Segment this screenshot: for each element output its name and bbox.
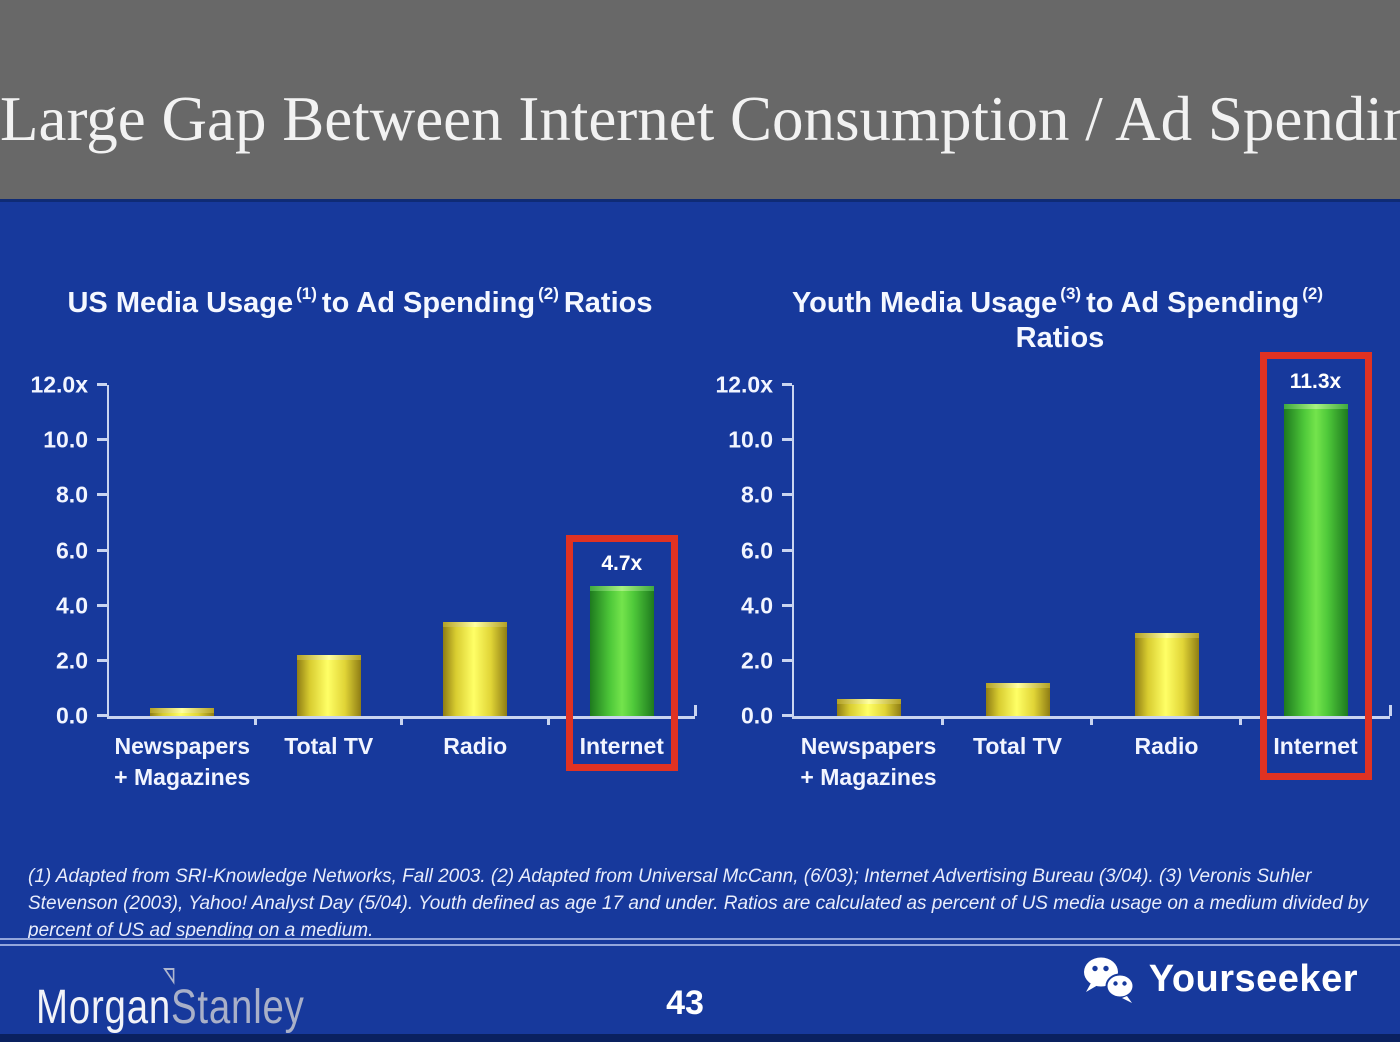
bar-column-total-tv: Total TV [256, 385, 403, 759]
chart-title-text: Youth Media Usage [791, 287, 1058, 319]
y-tick [97, 383, 107, 386]
category-label: Radio [1134, 733, 1199, 759]
y-tick [782, 603, 792, 607]
category-label: Total TV [284, 733, 374, 759]
y-tick-label: 0.0 [741, 702, 773, 729]
y-tick-label: 4.0 [741, 592, 773, 619]
bar-newspapers-magazines [150, 707, 215, 716]
chart-title-superscript: (2) [538, 284, 559, 304]
y-tick [782, 548, 792, 552]
logo-text-morgan: Morgan [36, 981, 171, 1034]
y-tick [97, 493, 107, 497]
y-tick [782, 493, 792, 497]
youth-chart-plot: 12.0x 10.0 8.0 6.0 4.0 2.0 0.0 Newspapers + Mag… [715, 352, 1392, 790]
bar-value-label: 11.3x [1289, 370, 1342, 394]
bar-newspapers-magazines [836, 699, 901, 716]
y-tick-label: 0.0 [56, 702, 88, 729]
y-tick [97, 603, 107, 607]
bar-internet [1283, 404, 1348, 716]
youth-chart-title: Youth Media Usage (3) to Ad Spending (2) Ra… [770, 284, 1350, 356]
slide-title: Large Gap Between Internet Consumption /… [0, 84, 1400, 154]
wechat-icon [1083, 957, 1135, 1003]
chart-title-line2: Ratios [1015, 321, 1105, 354]
slide-header: Large Gap Between Internet Consumption /… [0, 0, 1400, 202]
chart-title-text: Ratios [563, 287, 653, 319]
highlight-box [1259, 352, 1372, 780]
y-tick-label: 6.0 [56, 537, 88, 563]
page-number: 43 [666, 984, 704, 1022]
y-tick [782, 438, 792, 442]
category-label: Radio [443, 733, 508, 759]
logo-text-stanley: Stanley [171, 981, 305, 1034]
bar-column-radio: Radio [402, 385, 549, 759]
category-label: Newspapers + Magazines [114, 733, 251, 791]
bar-column-newspapers-magazines: Newspapers + Magazines [794, 385, 944, 790]
y-tick-label: 4.0 [56, 592, 88, 619]
y-tick-label: 10.0 [728, 426, 773, 453]
chart-title-text: US Media Usage [67, 287, 294, 319]
morgan-stanley-logo: MorganStanley [36, 968, 305, 1035]
y-tick [782, 383, 792, 386]
y-tick [782, 714, 792, 717]
chart-title-text: to Ad Spending [321, 287, 536, 319]
chart-title-superscript: (1) [296, 284, 317, 304]
chart-title-superscript: (2) [1302, 284, 1324, 304]
y-tick [97, 658, 107, 662]
category-label: Newspapers + Magazines [800, 733, 937, 791]
bar-column-internet: 11.3x Internet [1241, 352, 1390, 780]
us-chart-plot: 12.0x 10.0 8.0 6.0 4.0 2.0 0.0 Newspapers + Mag… [30, 372, 697, 790]
y-tick [782, 658, 792, 662]
footnote: (1) Adapted from SRI-Knowledge Networks,… [28, 866, 1368, 941]
category-label: Internet [579, 733, 664, 759]
y-tick-label: 8.0 [56, 481, 88, 508]
bar-column-newspapers-magazines: Newspapers + Magazines [109, 385, 256, 790]
y-tick-label: 10.0 [43, 426, 88, 453]
bottom-strip [0, 1034, 1400, 1042]
bar-value-label: 4.7x [601, 552, 643, 576]
logo-triangle-icon [163, 968, 175, 985]
bar-radio [443, 622, 508, 716]
y-tick-label: 12.0x [30, 371, 88, 398]
bar-total-tv [985, 682, 1050, 716]
bar-total-tv [296, 655, 361, 716]
y-tick-label: 12.0x [715, 371, 773, 398]
bar-internet [589, 586, 654, 716]
chart-title-superscript: (3) [1060, 284, 1082, 304]
category-label: Total TV [972, 733, 1062, 759]
bar-column-total-tv: Total TV [943, 385, 1093, 759]
slide-body: US Media Usage (1) to Ad Spending (2) Ratios… [0, 202, 1400, 1042]
y-tick [97, 438, 107, 442]
y-tick [97, 714, 107, 717]
y-tick-label: 6.0 [741, 537, 773, 563]
category-label: Internet [1273, 733, 1358, 759]
yourseeker-brand: Yourseeker [1079, 954, 1358, 1004]
chart-title-text: to Ad Spending [1086, 287, 1300, 319]
bar-column-radio: Radio [1092, 385, 1242, 759]
brand-name: Yourseeker [1148, 957, 1358, 1000]
highlight-box [565, 535, 678, 771]
y-tick [97, 548, 107, 552]
y-tick-label: 8.0 [741, 481, 773, 508]
us-chart-title: US Media Usage (1) to Ad Spending (2) Ratios [40, 284, 680, 321]
bar-radio [1134, 633, 1199, 716]
bar-column-internet: 4.7x Internet [549, 385, 696, 771]
y-tick-label: 2.0 [56, 647, 88, 674]
y-tick-label: 2.0 [741, 647, 773, 674]
separator-line [0, 938, 1400, 946]
